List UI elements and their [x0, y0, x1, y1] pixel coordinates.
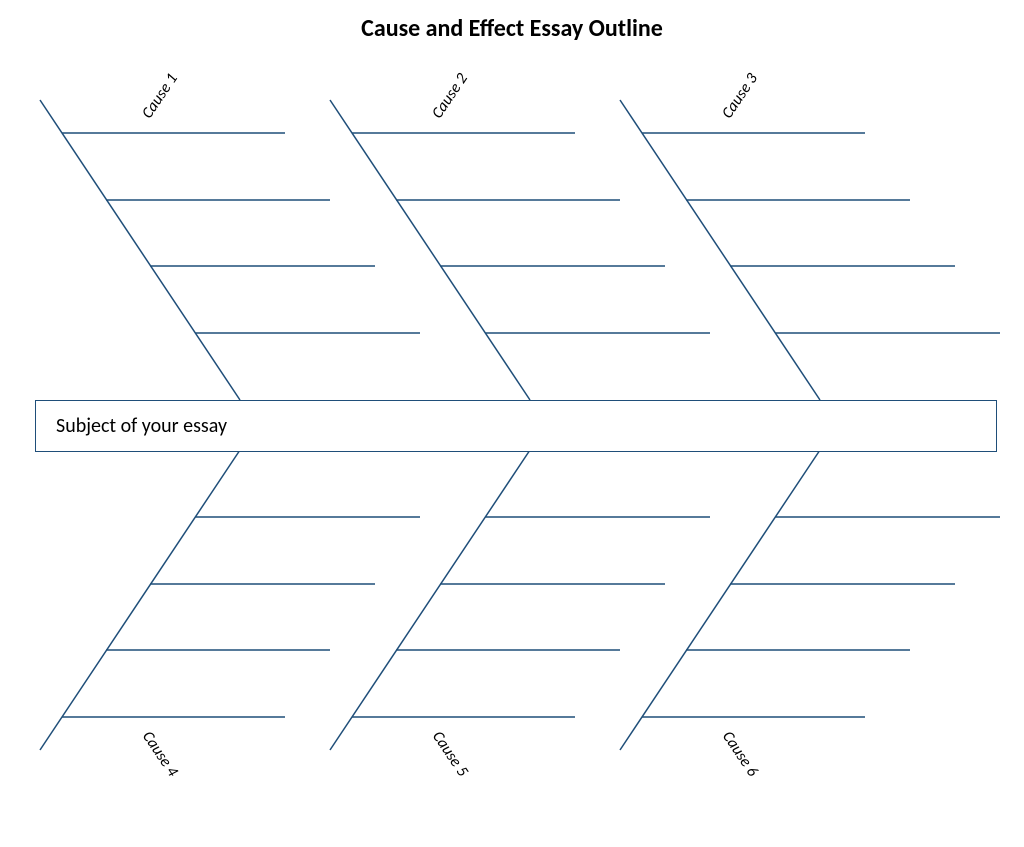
spine-subject-label: Subject of your essay	[56, 414, 227, 438]
spine-subject-box: Subject of your essay	[35, 400, 997, 452]
